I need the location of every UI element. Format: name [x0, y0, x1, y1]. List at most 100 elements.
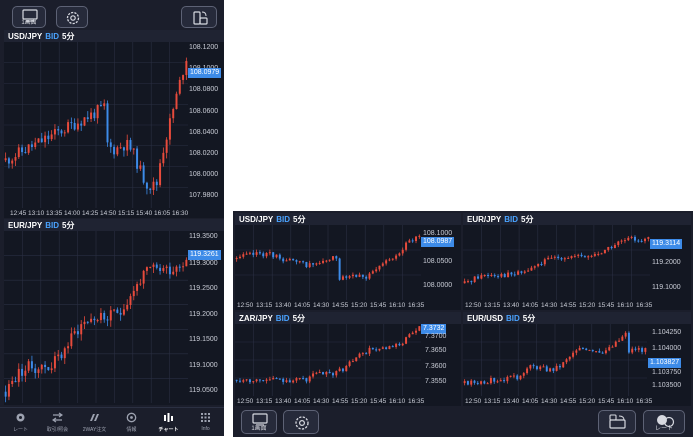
candle-body	[335, 371, 338, 376]
candle-body	[408, 240, 411, 243]
nav-trade[interactable]: 取引/照会	[39, 410, 76, 436]
candle-body	[549, 368, 552, 372]
candle-body	[463, 381, 466, 384]
two-way-order-icon	[90, 414, 99, 421]
nav-label: チャート	[158, 427, 179, 433]
candle-body	[503, 380, 506, 382]
candle-body	[73, 331, 76, 334]
candle-body	[126, 139, 129, 151]
candle-body	[113, 146, 116, 155]
x-tick: 16:35	[408, 398, 425, 405]
one-screen-label: 1画面	[251, 426, 267, 432]
nav-two-way-order[interactable]: 2WAY注文	[76, 410, 113, 436]
candle-body	[519, 375, 522, 380]
nav-info[interactable]: 情報	[113, 410, 150, 436]
candle-body	[86, 321, 89, 323]
x-tick: 15:20	[579, 302, 596, 309]
candle-body	[620, 240, 623, 242]
candle-body	[40, 364, 43, 370]
candle-body	[358, 274, 361, 277]
chart-panel-usdjpy[interactable]: USD/JPY BID 5分 108.0987 108.1000 108.0500 …	[235, 213, 461, 310]
candle-body	[325, 372, 328, 375]
rotate-button[interactable]	[598, 410, 636, 434]
current-price-tag: 108.0987	[421, 237, 455, 247]
x-tick: 13:40	[503, 302, 520, 309]
candle-body	[634, 348, 637, 350]
candle-body	[262, 253, 265, 257]
candle-body	[503, 274, 506, 278]
candle-body	[644, 348, 647, 352]
candle-body	[285, 260, 288, 262]
candle-body	[235, 258, 238, 260]
candle-body	[165, 266, 168, 269]
y-tick: 119.2000	[189, 311, 218, 318]
x-tick: 16:35	[408, 302, 425, 309]
candle-body	[633, 236, 636, 241]
candle-body	[60, 354, 63, 359]
candle-body	[480, 381, 483, 384]
nav-rate[interactable]: レート	[2, 410, 39, 436]
chart-panel-eurjpy[interactable]: EUR/JPY BID 5分 119.3114 119.2000 119.1000 …	[463, 213, 691, 310]
x-tick: 14:55	[332, 398, 349, 405]
nav-label: レート	[12, 427, 28, 433]
candle-body	[361, 274, 364, 277]
candle-body	[245, 379, 248, 381]
one-screen-button[interactable]: 1画面	[241, 410, 277, 434]
tablet-screen: USD/JPY BID 5分 108.0987 108.1000 108.0500 …	[233, 211, 693, 437]
candle-body	[631, 348, 634, 353]
candle-body	[178, 266, 181, 268]
candle-body	[11, 160, 14, 164]
candle-body	[411, 240, 414, 242]
candle-body	[540, 264, 543, 266]
rate-button[interactable]: レート	[643, 410, 685, 434]
candle-body	[378, 265, 381, 270]
candle-body	[103, 312, 106, 320]
nav-chart[interactable]: チャート	[150, 410, 187, 436]
rotate-button[interactable]	[181, 6, 217, 28]
candle-body	[129, 139, 132, 150]
candle-body	[526, 368, 529, 374]
candle-body	[145, 267, 148, 271]
candle-body	[470, 380, 473, 385]
settings-button[interactable]	[283, 410, 319, 434]
candle-body	[57, 129, 60, 131]
chart-panel-eurusd[interactable]: EUR/USD BID 5分 1.104250 1.104000 1.103827 …	[463, 312, 691, 406]
x-tick: 15:45	[370, 302, 387, 309]
chart-icon	[164, 413, 173, 422]
candle-body	[168, 266, 171, 275]
candle-body	[182, 266, 185, 268]
chart-panel-eurjpy[interactable]: EUR/JPY BID 5分 119.3500 119.3261 119.3000 …	[4, 219, 224, 405]
candle-body	[590, 255, 593, 257]
candle-body	[575, 350, 578, 353]
candle-body	[385, 260, 388, 264]
one-screen-button[interactable]: 1画面	[12, 6, 46, 28]
candle-body	[182, 75, 185, 80]
nav-more[interactable]: Info	[187, 410, 224, 436]
candle-body	[395, 255, 398, 259]
y-tick: 119.1500	[189, 336, 218, 343]
candle-body	[162, 152, 165, 164]
candle-body	[328, 259, 331, 261]
candle-body	[305, 378, 308, 382]
current-price-tag: 119.3114	[650, 239, 683, 249]
y-tick: 108.0000	[189, 171, 219, 178]
chart-panel-zarjpy[interactable]: ZAR/JPY BID 5分 7.3732 7.3700 7.3650 7.3600…	[235, 312, 461, 406]
current-price-tag: 1.103827	[648, 358, 682, 368]
candle-body	[37, 369, 40, 373]
candle-body	[509, 375, 512, 377]
candle-body	[21, 147, 24, 153]
settings-button[interactable]	[56, 6, 88, 28]
x-tick: 16:10	[617, 302, 634, 309]
current-price-tag: 7.3732	[421, 324, 447, 334]
candle-body	[348, 361, 351, 366]
candle-body	[83, 321, 86, 325]
candle-body	[318, 262, 321, 264]
y-tick: 119.3500	[189, 233, 218, 240]
candle-body	[348, 276, 351, 278]
candle-body	[11, 380, 14, 385]
y-tick: 119.1000	[189, 362, 218, 369]
candle-body	[643, 238, 646, 242]
candle-body	[500, 274, 503, 277]
candle-body	[476, 382, 479, 384]
